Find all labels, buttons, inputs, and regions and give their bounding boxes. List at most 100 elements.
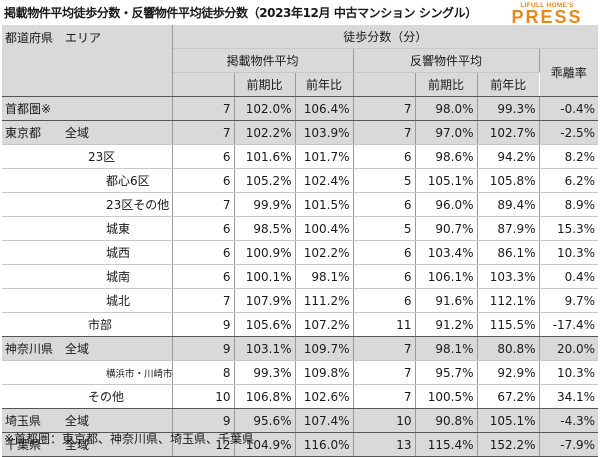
area-name: 23区その他 (2, 192, 173, 217)
table-row: 神奈川県 全域 9 103.1% 109.7% 7 98.1% 80.8% 20.0% (2, 336, 599, 361)
response-yoy: 105.8% (477, 168, 540, 193)
listed-minutes: 6 (172, 144, 235, 169)
gap-rate: 6.2% (539, 168, 599, 193)
listed-mom: 99.3% (234, 360, 296, 385)
table-row: 城西 6 100.9% 102.2% 6 103.4% 86.1% 10.3% (2, 240, 599, 265)
response-minutes: 6 (353, 240, 416, 265)
response-mom: 95.7% (415, 360, 478, 385)
header-walk: 徒歩分数（分） (172, 25, 599, 49)
gap-rate: 8.2% (539, 144, 599, 169)
table-row: 横浜市・川崎市 8 99.3% 109.8% 7 95.7% 92.9% 10.3% (2, 360, 599, 385)
listed-minutes: 7 (172, 96, 235, 121)
response-minutes: 7 (353, 96, 416, 121)
gap-rate: -2.5% (539, 120, 599, 145)
listed-mom: 99.9% (234, 192, 296, 217)
response-yoy: 112.1% (477, 288, 540, 313)
response-yoy: 67.2% (477, 384, 540, 409)
gap-rate: 20.0% (539, 336, 599, 361)
response-mom: 91.2% (415, 312, 478, 337)
area-name: 首都圏※ (2, 96, 173, 121)
response-mom: 91.6% (415, 288, 478, 313)
listed-yoy: 100.4% (295, 216, 354, 241)
response-mom: 90.8% (415, 408, 478, 433)
header-listed-mom: 前期比 (234, 72, 296, 97)
response-yoy: 152.2% (477, 432, 540, 457)
response-minutes: 5 (353, 168, 416, 193)
area-name: 都心6区 (2, 168, 173, 193)
gap-rate: 10.3% (539, 360, 599, 385)
response-minutes: 6 (353, 264, 416, 289)
listed-mom: 98.5% (234, 216, 296, 241)
listed-mom: 105.2% (234, 168, 296, 193)
listed-yoy: 111.2% (295, 288, 354, 313)
gap-rate: 10.3% (539, 240, 599, 265)
listed-minutes: 9 (172, 408, 235, 433)
response-minutes: 7 (353, 336, 416, 361)
header-listed-yoy: 前年比 (295, 72, 354, 97)
listed-mom: 102.0% (234, 96, 296, 121)
response-mom: 103.4% (415, 240, 478, 265)
response-minutes: 7 (353, 120, 416, 145)
header-blank (172, 72, 235, 97)
walk-minutes-table: 都道府県 エリア 徒歩分数（分） 掲載物件平均 反響物件平均 乖離率 前期比 前… (2, 25, 599, 457)
listed-minutes: 8 (172, 360, 235, 385)
header-response: 反響物件平均 (353, 48, 540, 73)
response-yoy: 92.9% (477, 360, 540, 385)
table-row: 千葉県 全域 12 104.9% 116.0% 13 115.4% 152.2% -7.9% (2, 432, 599, 457)
listed-yoy: 101.5% (295, 192, 354, 217)
header-listed: 掲載物件平均 (172, 48, 354, 73)
table-row: 23区 6 101.6% 101.7% 6 98.6% 94.2% 8.2% (2, 144, 599, 169)
area-name: 城南 (2, 264, 173, 289)
table-row: 埼玉県 全域 9 95.6% 107.4% 10 90.8% 105.1% -4.3% (2, 408, 599, 433)
area-name: 埼玉県 全域 (2, 408, 173, 433)
header-response-mom: 前期比 (415, 72, 478, 97)
table-row: 城南 6 100.1% 98.1% 6 106.1% 103.3% 0.4% (2, 264, 599, 289)
gap-rate: -4.3% (539, 408, 599, 433)
response-mom: 98.0% (415, 96, 478, 121)
response-minutes: 11 (353, 312, 416, 337)
listed-mom: 100.1% (234, 264, 296, 289)
response-mom: 96.0% (415, 192, 478, 217)
listed-minutes: 9 (172, 312, 235, 337)
area-name: 城西 (2, 240, 173, 265)
listed-mom: 102.2% (234, 120, 296, 145)
listed-yoy: 102.2% (295, 240, 354, 265)
response-minutes: 13 (353, 432, 416, 457)
header-gap: 乖離率 (539, 48, 599, 97)
listed-minutes: 9 (172, 336, 235, 361)
listed-mom: 103.1% (234, 336, 296, 361)
listed-mom: 105.6% (234, 312, 296, 337)
table-row: 都心6区 6 105.2% 102.4% 5 105.1% 105.8% 6.2% (2, 168, 599, 193)
response-minutes: 10 (353, 408, 416, 433)
area-name: 横浜市・川崎市 (2, 360, 173, 385)
response-mom: 90.7% (415, 216, 478, 241)
listed-yoy: 102.4% (295, 168, 354, 193)
listed-yoy: 98.1% (295, 264, 354, 289)
listed-yoy: 102.6% (295, 384, 354, 409)
response-mom: 98.6% (415, 144, 478, 169)
listed-yoy: 103.9% (295, 120, 354, 145)
listed-minutes: 6 (172, 240, 235, 265)
response-minutes: 6 (353, 192, 416, 217)
response-mom: 115.4% (415, 432, 478, 457)
listed-minutes: 6 (172, 264, 235, 289)
area-name: 城北 (2, 288, 173, 313)
response-mom: 97.0% (415, 120, 478, 145)
listed-yoy: 116.0% (295, 432, 354, 457)
gap-rate: -7.9% (539, 432, 599, 457)
response-yoy: 86.1% (477, 240, 540, 265)
listed-yoy: 107.4% (295, 408, 354, 433)
listed-minutes: 7 (172, 120, 235, 145)
gap-rate: -0.4% (539, 96, 599, 121)
response-minutes: 7 (353, 384, 416, 409)
listed-minutes: 7 (172, 192, 235, 217)
brand-logo: LIFULL HOME'S PRESS (500, 2, 594, 26)
listed-yoy: 101.7% (295, 144, 354, 169)
listed-minutes: 7 (172, 288, 235, 313)
area-name: 東京都 全域 (2, 120, 173, 145)
response-yoy: 80.8% (477, 336, 540, 361)
response-yoy: 103.3% (477, 264, 540, 289)
listed-yoy: 106.4% (295, 96, 354, 121)
table-row: 城北 7 107.9% 111.2% 6 91.6% 112.1% 9.7% (2, 288, 599, 313)
response-minutes: 5 (353, 216, 416, 241)
